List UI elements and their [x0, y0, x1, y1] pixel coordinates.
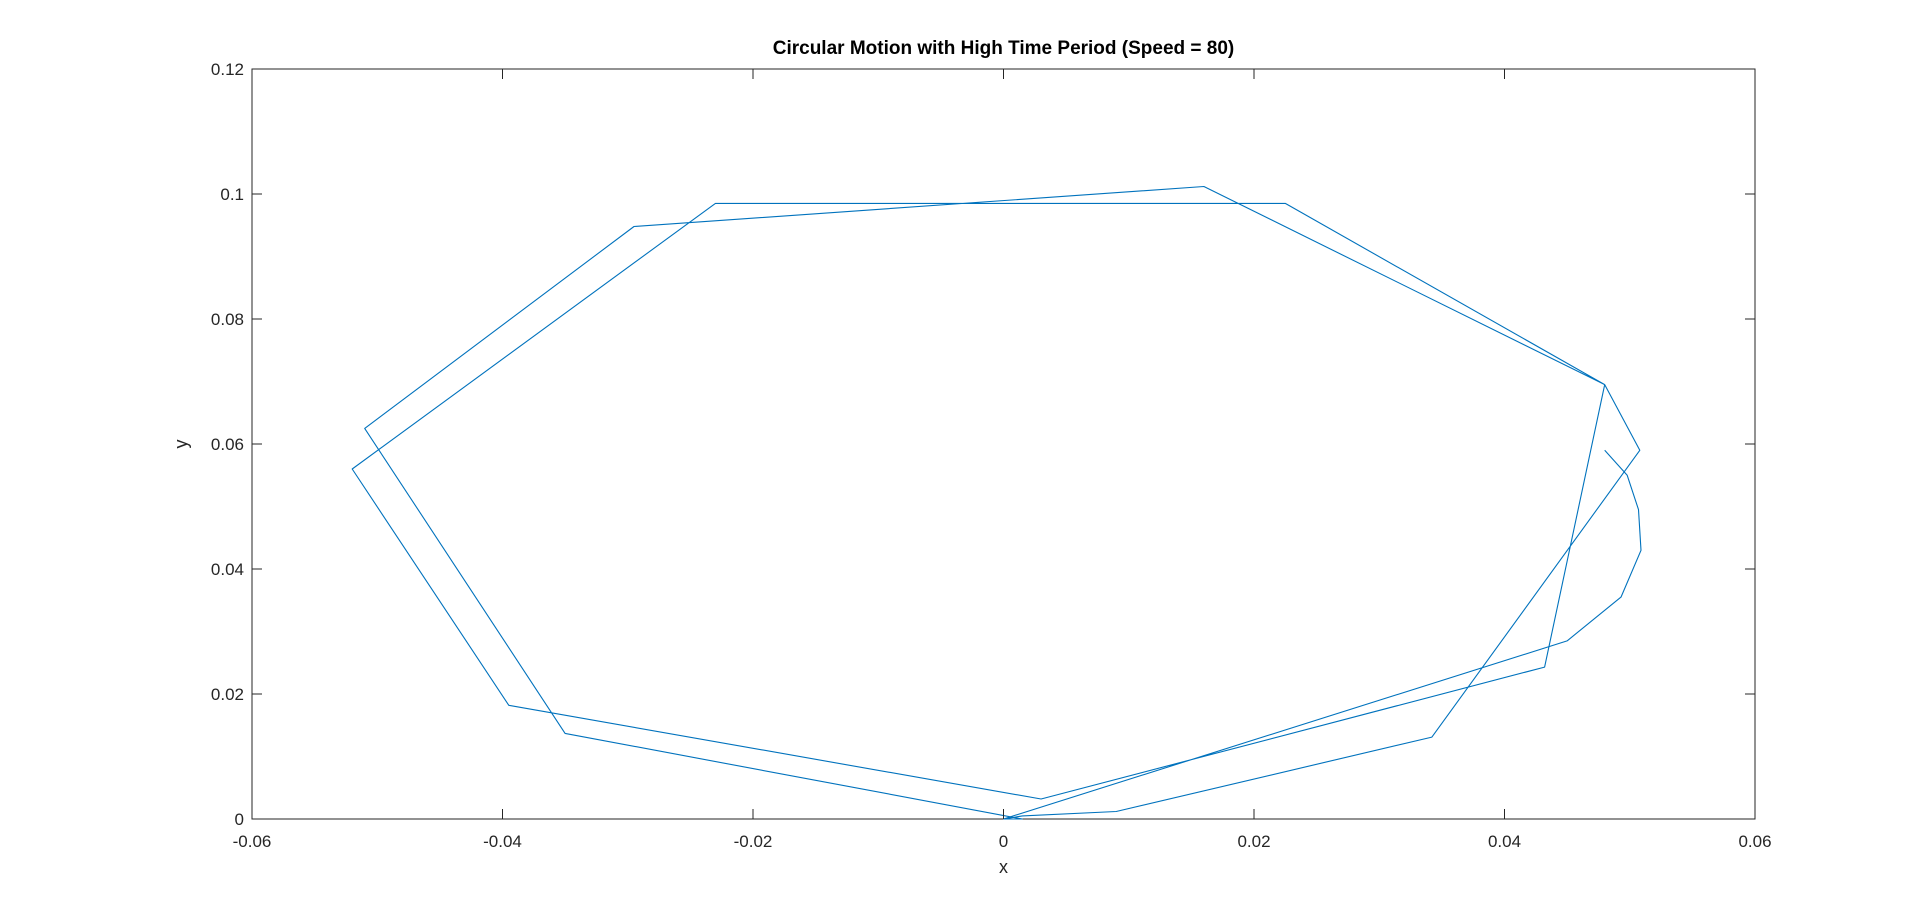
y-tick-label: 0.1: [220, 185, 244, 204]
x-tick-label: 0.02: [1237, 832, 1270, 851]
x-axis-label: x: [999, 857, 1008, 877]
y-tick-label: 0.04: [211, 560, 244, 579]
labels-layer: -0.06 -0.04 -0.02 0 0.02 0.04 0.06 0 0.02 0.04 0.0…: [211, 60, 1772, 851]
y-tick-label: 0.08: [211, 310, 244, 329]
plot-area: [251, 68, 1756, 820]
series-line: [351, 185, 1642, 820]
y-tick-label: 0.02: [211, 685, 244, 704]
x-tick-label: 0: [999, 832, 1008, 851]
x-tick-label: 0.06: [1738, 832, 1771, 851]
axes-box: [251, 68, 1756, 820]
x-tick-label: -0.02: [734, 832, 773, 851]
y-tick-label: 0.12: [211, 60, 244, 79]
x-tick-label: -0.06: [233, 832, 272, 851]
y-tick-label: 0: [235, 810, 244, 829]
y-axis-label: y: [171, 440, 191, 449]
ticks-layer: [251, 68, 1756, 820]
data-layer: [351, 185, 1642, 820]
x-tick-label: 0.04: [1488, 832, 1521, 851]
chart-title: Circular Motion with High Time Period (S…: [773, 38, 1235, 59]
y-tick-label: 0.06: [211, 435, 244, 454]
x-tick-label: -0.04: [483, 832, 522, 851]
